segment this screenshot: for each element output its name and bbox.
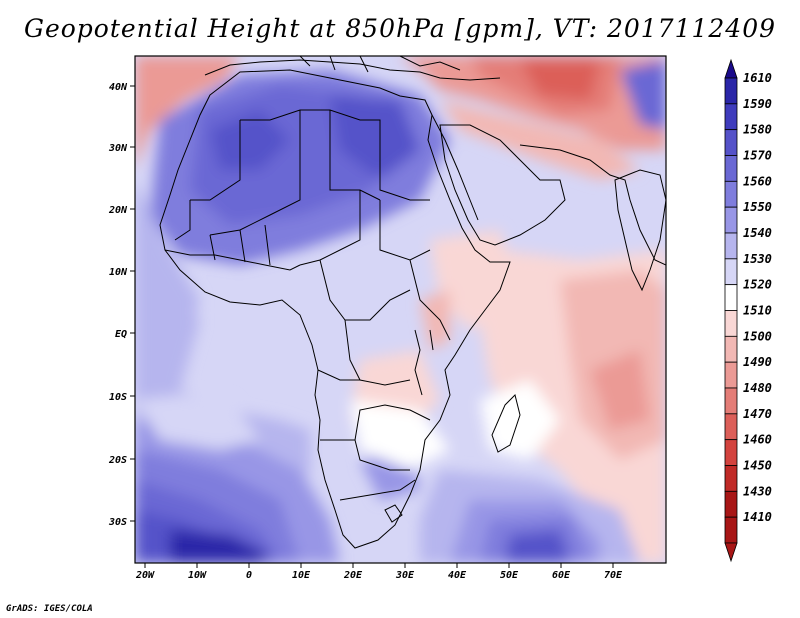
colorbar-label: 1450 (743, 459, 772, 473)
lon-tick-label: 0 (246, 570, 252, 581)
colorbar-label: 1560 (743, 174, 772, 188)
lon-tick-label: 30E (395, 570, 415, 581)
colorbar-label: 1520 (743, 278, 772, 292)
colorbar-swatch (724, 258, 738, 286)
colorbar-swatch (724, 387, 738, 415)
grads-credit: GrADS: IGES/COLA (6, 604, 93, 614)
colorbar-label: 1470 (743, 407, 772, 421)
colorbar-label: 1480 (743, 381, 772, 395)
colorbar-label: 1580 (743, 123, 772, 137)
colorbar-swatch (724, 206, 738, 234)
colorbar-label: 1460 (743, 433, 772, 447)
height-field (135, 56, 666, 563)
colorbar-swatch (724, 335, 738, 363)
colorbar-swatch (724, 284, 738, 311)
colorbar-swatch (724, 232, 738, 260)
lat-tick-label: EQ (115, 329, 127, 340)
colorbar-swatch (724, 155, 738, 182)
colorbar-top-arrow (724, 58, 738, 79)
colorbar-swatch (724, 465, 738, 492)
colorbar-swatch (724, 129, 738, 156)
colorbar-swatch (724, 310, 738, 337)
map-frame (134, 55, 667, 564)
lat-tick-label: 10S (109, 392, 127, 403)
lon-tick-label: 60E (552, 570, 571, 581)
lon-tick-labels: 20W 10W 0 10E 20E 30E 40E 50E 60E 70E (135, 570, 623, 581)
lat-tick-label: 20N (108, 205, 128, 216)
colorbar: 1610 1590 1580 1570 1560 1550 1540 1530 1520 1510… (724, 58, 772, 563)
lon-tick-label: 10E (292, 570, 311, 581)
colorbar-label: 1590 (743, 97, 772, 111)
colorbar-label: 1570 (743, 149, 772, 163)
map-title: Geopotential Height at 850hPa [gpm], VT:… (23, 14, 777, 43)
colorbar-label: 1510 (743, 304, 772, 318)
lon-tick-label: 50E (500, 570, 519, 581)
lon-tick-label: 20W (135, 570, 155, 581)
colorbar-label: 1410 (743, 510, 772, 524)
colorbar-swatch (724, 77, 738, 105)
colorbar-label: 1490 (743, 355, 772, 369)
colorbar-label: 1610 (743, 71, 772, 85)
tick-marks (130, 85, 614, 568)
lat-tick-label: 10N (109, 267, 128, 278)
colorbar-swatch (724, 490, 738, 518)
lat-tick-label: 30S (108, 517, 127, 528)
colorbar-swatch (724, 180, 738, 208)
lon-tick-label: 70E (604, 570, 623, 581)
colorbar-swatch (724, 103, 738, 131)
colorbar-swatch (724, 516, 738, 544)
lat-tick-labels: 40N 30N 20N 10N EQ 10S 20S 30S (108, 82, 128, 528)
colorbar-label: 1550 (743, 200, 772, 214)
colorbar-label: 1540 (743, 226, 772, 240)
lat-tick-label: 30N (108, 143, 128, 154)
coastlines (159, 56, 666, 549)
colorbar-label: 1500 (743, 329, 772, 343)
colorbar-label: 1430 (743, 484, 772, 498)
colorbar-swatch (724, 361, 738, 389)
lon-tick-label: 20E (343, 570, 363, 581)
colorbar-label: 1530 (743, 252, 772, 266)
colorbar-bottom-arrow (724, 542, 738, 563)
colorbar-swatch (724, 439, 738, 466)
lon-tick-label: 40E (448, 570, 467, 581)
lat-tick-label: 40N (109, 82, 128, 93)
lat-tick-label: 20S (108, 455, 127, 466)
colorbar-swatch (724, 413, 738, 441)
lon-tick-label: 10W (188, 570, 207, 581)
